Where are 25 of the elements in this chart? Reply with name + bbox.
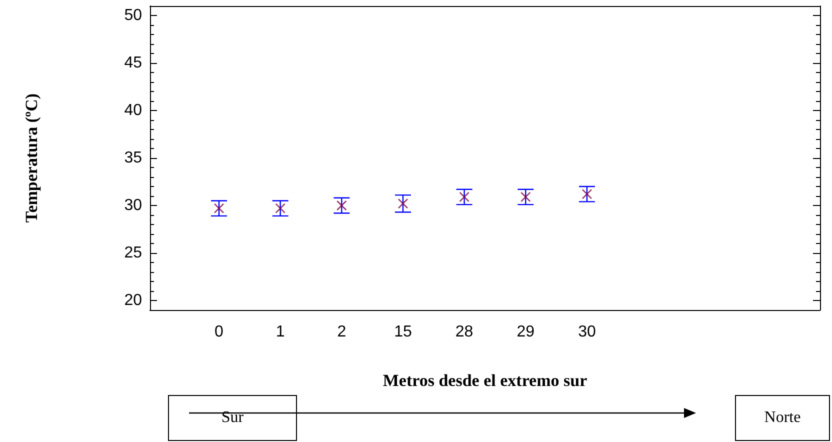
y-tick-label: 45 [124,54,142,72]
y-tick-label: 35 [124,150,142,166]
x-axis-title: Metros desde el extremo sur [382,371,588,390]
text: Sur [168,395,297,441]
x-tick-label: 15 [394,324,412,340]
point [520,192,531,202]
text: Norte [735,395,830,441]
y-tick-label: 25 [124,244,142,262]
y-axis-title: Temperatura (ºC) [22,93,41,223]
point [459,192,470,202]
x-tick-label: 0 [214,324,224,340]
point [275,203,286,214]
point [336,200,347,211]
x-tick-label: 29 [516,324,535,340]
x-tick-label: 1 [276,324,285,340]
y-tick-label: 20 [124,292,142,309]
y-tick-label: 40 [124,102,142,119]
x-tick-label: 28 [455,324,474,340]
x-tick-label: 30 [578,324,596,340]
y-tick-label: 30 [124,197,142,214]
y-tick-label: 50 [124,7,142,24]
x-tick-label: 2 [337,324,346,340]
point [582,188,592,200]
point [398,198,408,209]
point [214,203,224,214]
